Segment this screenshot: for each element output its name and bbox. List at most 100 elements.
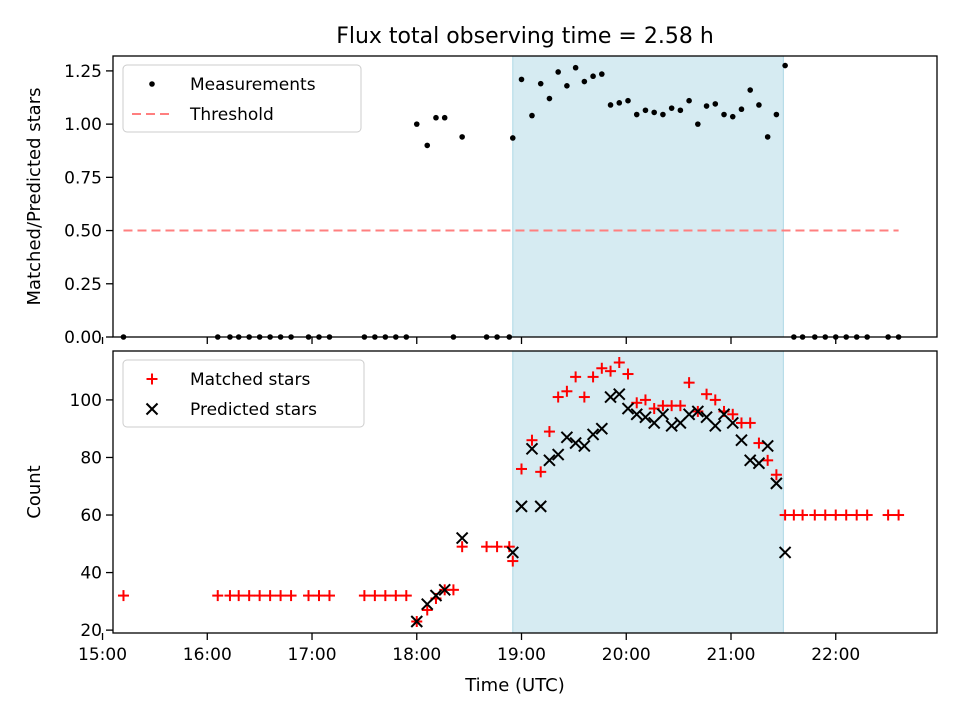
measurement-point (721, 111, 727, 118)
predicted-star-point (534, 500, 547, 513)
measurement-point (625, 97, 631, 104)
matched-star-point (744, 417, 756, 429)
predicted-star-point (560, 431, 574, 444)
figure-title: Flux total observing time = 2.58 h (336, 24, 714, 49)
bottom-x-axis: 15:00 16:00 17:00 18:00 19:00 20:00 21:00 22:00 (78, 633, 860, 665)
predicted-star-point (709, 419, 722, 433)
matched-star-point (840, 509, 852, 521)
x-tick-label: 20:00 (602, 645, 651, 665)
y-tick-label: 1.25 (64, 62, 102, 82)
measurement-point (729, 113, 736, 120)
measurement-point (764, 134, 771, 140)
observing-window-span-bottom (512, 350, 784, 634)
matched-star-point (358, 590, 370, 602)
y-tick-label: 20 (80, 621, 102, 641)
matched-star-point (323, 590, 335, 602)
legend-predicted-marker (145, 402, 159, 416)
top-x-axis (101, 337, 837, 344)
matched-star-point (243, 590, 255, 602)
x-tick-label: 19:00 (497, 645, 546, 665)
matched-star-point (507, 555, 519, 567)
predicted-star-point (656, 408, 670, 421)
y-tick-label: 100 (70, 391, 102, 411)
matched-star-point (830, 509, 842, 521)
predicted-star-point (506, 546, 519, 559)
matched-star-point (481, 541, 493, 553)
predicted-star-point (455, 531, 469, 545)
predicted-star-point (665, 419, 678, 433)
predicted-star-point (438, 583, 451, 597)
legend-matched-marker (146, 373, 158, 385)
predicted-star-point (586, 428, 600, 441)
matched-star-point (535, 466, 547, 478)
y-tick-label: 60 (80, 506, 102, 526)
predicted-star-point (770, 477, 783, 490)
predicted-star-point (682, 408, 696, 421)
matched-star-point (421, 604, 433, 616)
predicted-star-point (578, 439, 591, 453)
measurement-point (564, 83, 570, 89)
matched-star-point (809, 509, 821, 521)
matched-star-point (701, 388, 713, 400)
measurement-point (537, 80, 544, 87)
matched-star-point (851, 509, 863, 521)
measurement-point (651, 109, 657, 116)
measurement-point (529, 112, 535, 119)
measurement-point (590, 73, 596, 80)
bottom-subplot: 20 40 60 80 100 15:00 16:00 17:00 18:00 19:00 20:… (24, 350, 938, 696)
matched-star-point (683, 377, 695, 389)
x-tick-label: 22:00 (811, 645, 860, 665)
matched-star-point (526, 434, 538, 446)
matched-star-point (709, 394, 721, 406)
legend-measurement-marker (149, 81, 155, 87)
predicted-star-point (778, 546, 792, 559)
matched-star-point (613, 357, 625, 369)
matched-star-point (561, 385, 573, 397)
matched-star-point (819, 509, 831, 521)
matched-star-point (303, 590, 315, 602)
measurement-point (782, 62, 788, 69)
matched-star-point (285, 590, 297, 602)
predicted-star-point (735, 433, 748, 447)
matched-star-point (727, 408, 739, 420)
measurement-point (738, 106, 745, 113)
x-tick-label: 17:00 (288, 645, 337, 665)
measurement-point (633, 111, 640, 118)
measurement-point (756, 102, 762, 108)
matched-star-point (762, 454, 774, 466)
matched-star-point (543, 426, 555, 438)
predicted-star-point (761, 439, 774, 453)
measurement-point (703, 103, 710, 109)
y-tick-label: 0.00 (64, 328, 102, 348)
matched-star-point (570, 371, 582, 383)
predicted-star-point (639, 410, 652, 424)
measurement-point (555, 69, 561, 75)
measurement-point (424, 142, 431, 149)
observing-window-span-top (512, 55, 784, 338)
measurement-point (433, 114, 439, 121)
top-legend: Measurements Threshold (122, 64, 362, 133)
predicted-star-point (543, 454, 556, 467)
matched-star-point (117, 590, 129, 602)
measurement-point (712, 101, 719, 107)
measurement-point (518, 76, 525, 83)
measurement-point (695, 121, 701, 127)
measurement-point (668, 105, 675, 111)
measurement-point (441, 114, 448, 121)
bottom-legend: Matched stars Predicted stars (122, 359, 365, 428)
y-tick-label: 0.50 (64, 222, 102, 242)
measurement-point (599, 71, 605, 77)
matched-star-point (233, 590, 245, 602)
predicted-star-point (726, 416, 739, 430)
y-tick-label: 80 (80, 448, 102, 468)
matched-star-point (578, 391, 590, 403)
matched-star-point (390, 590, 402, 602)
predicted-star-point (604, 390, 617, 404)
matched-star-point (622, 368, 634, 380)
matched-star-point (379, 590, 391, 602)
predicted-star-point (551, 448, 565, 461)
matched-star-point (674, 400, 686, 412)
measurement-point (642, 107, 649, 114)
matched-star-point (212, 590, 224, 602)
